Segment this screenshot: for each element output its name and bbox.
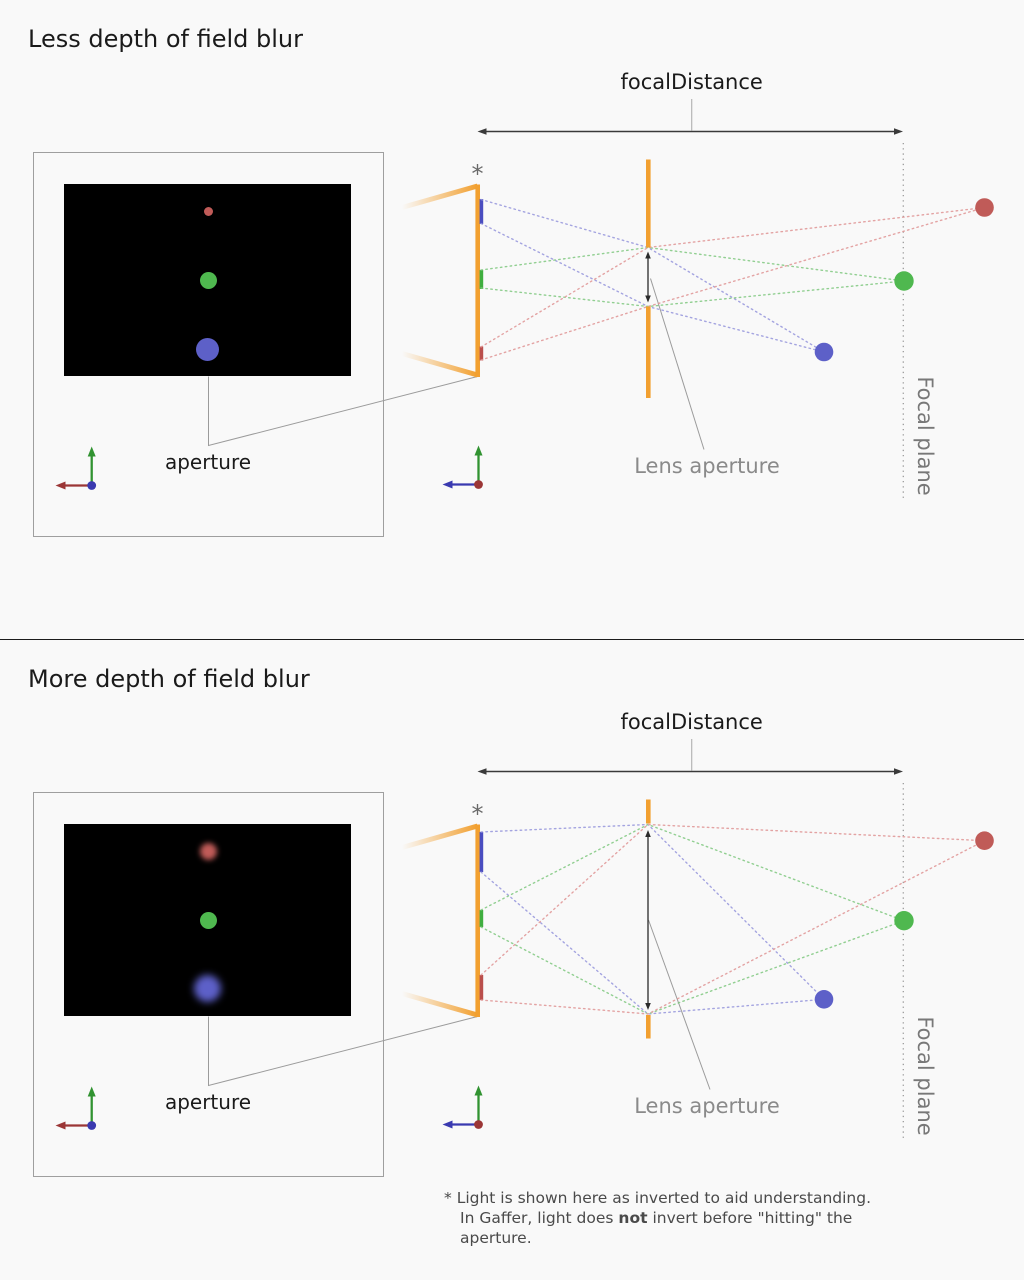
preview-dot-blue-blurred [194,974,221,1002]
axis-z-arrowhead-icon [442,1120,453,1129]
ray-blue-lower [480,871,825,1015]
footnote-line1: Light is shown here as inverted to aid u… [456,1189,872,1207]
footnote-line3: aperture. [460,1229,532,1247]
axis-z-arrowhead-icon [442,480,453,489]
ray-blue-upper [480,823,825,1000]
axis-x-dot-icon [474,1120,483,1129]
subject-dot-red [975,198,994,217]
preview-dot-red [203,207,213,216]
arrow-head-down-icon [645,295,651,303]
ray-green-lower [480,920,905,1015]
aperture-label: aperture [164,450,252,474]
footnote-line2-pre: In Gaffer, light does [460,1209,619,1227]
subject-dot-blue [814,990,834,1009]
ray-green-lower [480,280,905,308]
inversion-marker: * [471,800,484,828]
render-preview [64,184,351,376]
ray-red-lower [480,206,986,361]
ray-red-lower [480,840,986,1015]
footnote-marker: * [444,1189,457,1207]
camera-wing-top [401,823,479,850]
ray-green-upper [480,246,905,282]
axis-y-arrowhead-icon [474,445,483,456]
world-axis-gnomon [442,445,483,489]
ray-red-upper [480,206,986,348]
footnote-line2-post: invert before "hitting" the [647,1209,853,1227]
aperture-preview-box [33,152,384,537]
focal-distance-label: focalDistance [620,70,763,94]
camera-wing-top [401,183,479,210]
camera-wing-bottom [401,991,479,1018]
axis-x-dot-icon [474,480,483,489]
film-image-green [479,270,484,289]
lens-aperture-label: Lens aperture [634,1094,780,1118]
preview-dot-green [199,272,217,289]
ray-blue-upper [480,198,825,353]
preview-dot-blue [196,337,219,361]
subject-dot-green [894,911,914,931]
film-image-blue [479,832,484,872]
light-rays [480,198,986,361]
arrow-head-up-icon [645,251,651,259]
film-image-red [479,346,484,361]
render-preview [64,824,351,1016]
aperture-label: aperture [164,1090,252,1114]
axis-y-arrowhead-icon [474,1085,483,1096]
inversion-marker: * [471,160,484,188]
focal-plane-label: Focal plane [912,375,937,496]
lens-aperture-pointer-line [648,919,711,1090]
world-axis-gnomon [442,1085,483,1129]
panel-divider [0,638,1024,640]
arrow-head-up-icon [645,830,651,837]
arrow-head-left-icon [477,128,487,135]
arrow-head-right-icon [894,128,903,135]
focal-plane-label: Focal plane [912,1015,937,1136]
panel-title-more: More depth of field blur [28,665,310,693]
arrow-head-left-icon [477,768,487,775]
panel-title-less: Less depth of field blur [28,25,303,53]
subject-dot-red [975,831,994,850]
camera-wing-bottom [401,351,479,378]
subject-dot-green [894,271,914,291]
arrow-head-right-icon [894,768,903,775]
focal-distance-label: focalDistance [620,710,763,734]
ray-blue-lower [480,222,825,353]
inversion-footnote: * Light is shown here as inverted to aid… [444,1188,930,1248]
light-rays [480,823,986,1015]
film-image-green [479,910,484,927]
aperture-preview-box [33,792,384,1177]
film-image-red [479,975,484,1000]
footnote-line2-bold: not [618,1209,648,1227]
preview-dot-red-blurred [199,843,217,860]
preview-dot-green [199,912,217,929]
ray-red-upper [480,823,986,976]
arrow-head-down-icon [645,1003,651,1010]
lens-aperture-pointer-line [650,278,705,450]
lens-aperture-label: Lens aperture [634,454,780,478]
ray-green-upper [480,823,905,922]
film-image-blue [479,199,484,224]
subject-dot-blue [814,342,834,362]
